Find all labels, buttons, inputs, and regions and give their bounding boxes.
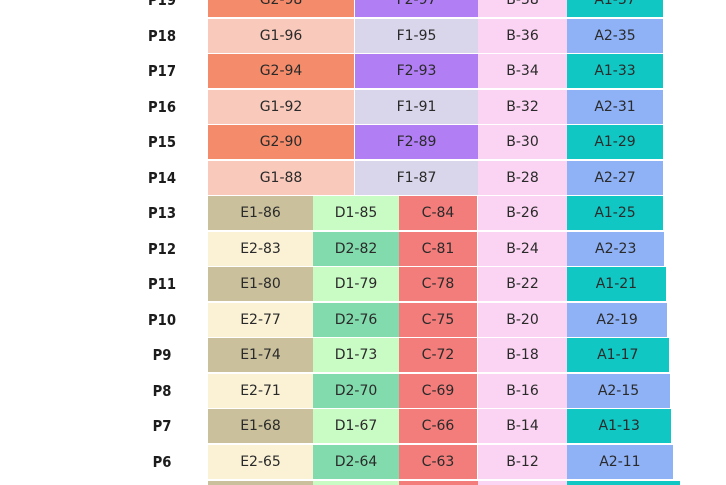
row-p8: P8 E2-71 D2-70 C-69 B-16 A2-15 (0, 373, 726, 409)
seat-cell[interactable]: C-84 (399, 196, 478, 231)
seat-cell[interactable]: A2-11 (567, 444, 673, 480)
seat-cell[interactable]: A1-37 (567, 0, 663, 18)
seat-cell[interactable]: C-75 (399, 302, 478, 338)
row-label: P17 (147, 62, 177, 80)
seat-cell[interactable]: B-28 (478, 160, 567, 196)
seat-cell[interactable]: B-24 (478, 231, 567, 267)
seat-cell[interactable]: D2-70 (313, 373, 399, 409)
row-label: P7 (152, 417, 172, 435)
seat-cell[interactable]: G2-90 (208, 125, 355, 160)
seat-cell[interactable]: B-26 (478, 196, 567, 231)
row-label: P13 (147, 204, 177, 222)
seat-cell[interactable]: E1-74 (208, 338, 313, 373)
seat-cell[interactable]: C-72 (399, 338, 478, 373)
row-label: P12 (147, 239, 177, 258)
seat-cell[interactable]: B-16 (478, 373, 567, 409)
row-label: P8 (152, 381, 172, 400)
seat-cell[interactable]: B-14 (478, 409, 567, 444)
seat-cell[interactable]: C-63 (399, 444, 478, 480)
seat-cell[interactable]: E2-83 (208, 231, 313, 267)
seat-cell[interactable]: G2-94 (208, 54, 355, 89)
seat-cell[interactable]: E1-68 (208, 409, 313, 444)
partial-row-strip (567, 481, 680, 485)
seat-cell[interactable]: G1-96 (208, 18, 355, 54)
seat-cell[interactable]: B-20 (478, 302, 567, 338)
partial-row-strip (208, 481, 313, 485)
row-p14: P14 G1-88 F1-87 B-28 A2-27 (0, 160, 726, 196)
row-label: P9 (152, 346, 172, 364)
seat-cell[interactable]: A1-13 (567, 409, 672, 444)
row-p10: P10 E2-77 D2-76 C-75 B-20 A2-19 (0, 302, 726, 338)
seat-cell[interactable]: F1-91 (355, 89, 478, 125)
seat-cell[interactable]: A2-31 (567, 89, 663, 125)
seat-cell[interactable]: A2-35 (567, 18, 663, 54)
seat-cell[interactable]: B-34 (478, 54, 567, 89)
partial-row-strip (399, 481, 478, 485)
seat-cell[interactable]: B-12 (478, 444, 567, 480)
row-p6: P6 E2-65 D2-64 C-63 B-12 A2-11 (0, 444, 726, 480)
seat-cell[interactable]: D2-64 (313, 444, 399, 480)
row-p11: P11 E1-80 D1-79 C-78 B-22 A1-21 (0, 267, 726, 302)
seat-cell[interactable]: D1-67 (313, 409, 399, 444)
row-p19: P19 G2-98 F2-97 B-38 A1-37 (0, 0, 726, 18)
seat-cell[interactable]: E1-80 (208, 267, 313, 302)
seat-cell[interactable]: F1-95 (355, 18, 478, 54)
seat-cell[interactable]: F1-87 (355, 160, 478, 196)
seat-cell[interactable]: A2-15 (567, 373, 670, 409)
seat-cell[interactable]: C-69 (399, 373, 478, 409)
partial-row-strip (313, 481, 399, 485)
seat-cell[interactable]: A2-27 (567, 160, 663, 196)
seat-cell[interactable]: C-78 (399, 267, 478, 302)
seat-cell[interactable]: D1-79 (313, 267, 399, 302)
partial-row-strip (478, 481, 567, 485)
seat-cell[interactable]: A1-33 (567, 54, 663, 89)
row-label: P18 (147, 26, 177, 45)
seat-cell[interactable]: G1-92 (208, 89, 355, 125)
seat-cell[interactable]: B-30 (478, 125, 567, 160)
row-label: P14 (147, 168, 177, 187)
row-label: P6 (152, 452, 172, 471)
row-label: P19 (147, 0, 177, 9)
seat-cell[interactable]: A2-19 (567, 302, 668, 338)
seat-cell[interactable]: A1-21 (567, 267, 666, 302)
seat-cell[interactable]: D1-73 (313, 338, 399, 373)
seat-cell[interactable]: E1-86 (208, 196, 313, 231)
row-label: P16 (147, 97, 177, 116)
seat-cell[interactable]: D2-82 (313, 231, 399, 267)
row-p13: P13 E1-86 D1-85 C-84 B-26 A1-25 (0, 196, 726, 231)
seat-cell[interactable]: F2-93 (355, 54, 478, 89)
row-label: P15 (147, 133, 177, 151)
seat-cell[interactable]: A2-23 (567, 231, 665, 267)
row-p12: P12 E2-83 D2-82 C-81 B-24 A2-23 (0, 231, 726, 267)
seat-cell[interactable]: D1-85 (313, 196, 399, 231)
seat-cell[interactable]: E2-71 (208, 373, 313, 409)
seat-cell[interactable]: D2-76 (313, 302, 399, 338)
seat-cell[interactable]: B-36 (478, 18, 567, 54)
row-p17: P17 G2-94 F2-93 B-34 A1-33 (0, 54, 726, 89)
row-p7: P7 E1-68 D1-67 C-66 B-14 A1-13 (0, 409, 726, 444)
seat-cell[interactable]: B-18 (478, 338, 567, 373)
seat-cell[interactable]: A1-17 (567, 338, 669, 373)
seat-cell[interactable]: F2-89 (355, 125, 478, 160)
seat-cell[interactable]: A1-25 (567, 196, 663, 231)
seat-cell[interactable]: E2-65 (208, 444, 313, 480)
row-p18: P18 G1-96 F1-95 B-36 A2-35 (0, 18, 726, 54)
seat-cell[interactable]: F2-97 (355, 0, 478, 18)
seat-cell[interactable]: B-22 (478, 267, 567, 302)
row-label: P11 (147, 275, 177, 293)
row-p15: P15 G2-90 F2-89 B-30 A1-29 (0, 125, 726, 160)
seat-cell[interactable]: E2-77 (208, 302, 313, 338)
row-label: P10 (147, 310, 177, 329)
seat-cell[interactable]: B-32 (478, 89, 567, 125)
row-p9: P9 E1-74 D1-73 C-72 B-18 A1-17 (0, 338, 726, 373)
seat-cell[interactable]: B-38 (478, 0, 567, 18)
seat-cell[interactable]: C-66 (399, 409, 478, 444)
seat-cell[interactable]: G2-98 (208, 0, 355, 18)
seat-cell[interactable]: A1-29 (567, 125, 663, 160)
row-p16: P16 G1-92 F1-91 B-32 A2-31 (0, 89, 726, 125)
seat-cell[interactable]: C-81 (399, 231, 478, 267)
seat-cell[interactable]: G1-88 (208, 160, 355, 196)
